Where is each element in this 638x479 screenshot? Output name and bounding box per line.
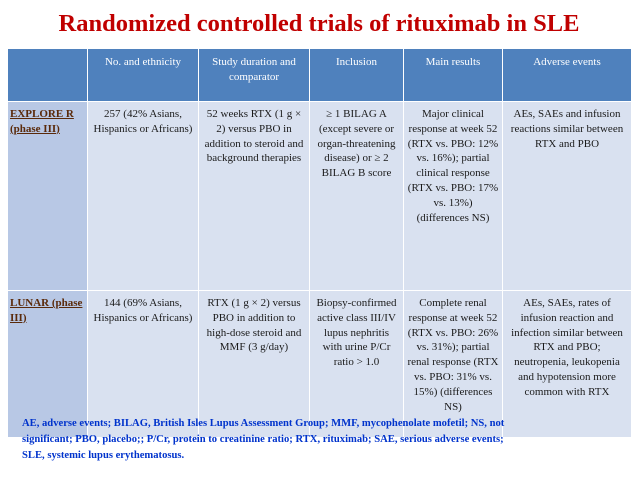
duration-cell: 52 weeks RTX (1 g × 2) versus PBO in add… (198, 101, 310, 291)
trials-table: No. and ethnicity Study duration and com… (7, 48, 632, 438)
adverse-events-cell: AEs, SAEs, rates of infusion reaction an… (502, 290, 632, 438)
ethnicity-cell: 144 (69% Asians, Hispanics or Africans) (87, 290, 199, 438)
table-row: EXPLORE R (phase III) 257 (42% Asians, H… (7, 101, 632, 291)
footnote-line: SLE, systemic lupus erythematosus. (22, 450, 185, 461)
page-title: Randomized controlled trials of rituxima… (58, 10, 580, 37)
footnote-line: AE, adverse events; BILAG, British Isles… (22, 418, 505, 429)
header-trial (7, 48, 88, 102)
header-ethnicity: No. and ethnicity (87, 48, 199, 102)
duration-cell: RTX (1 g × 2) versus PBO in addition to … (198, 290, 310, 438)
table-row: LUNAR (phase III) 144 (69% Asians, Hispa… (7, 290, 632, 438)
header-duration: Study duration and comparator (198, 48, 310, 102)
results-cell: Major clinical response at week 52 (RTX … (403, 101, 503, 291)
abbreviations-footnote: AE, adverse events; BILAG, British Isles… (22, 416, 622, 464)
footnote-line: significant; PBO, placebo;; P/Cr, protei… (22, 434, 504, 445)
trial-name-cell: LUNAR (phase III) (7, 290, 88, 438)
inclusion-cell: ≥ 1 BILAG A (except severe or organ-thre… (309, 101, 404, 291)
adverse-events-cell: AEs, SAEs and infusion reactions similar… (502, 101, 632, 291)
header-results: Main results (403, 48, 503, 102)
header-adverse-events: Adverse events (502, 48, 632, 102)
ethnicity-cell: 257 (42% Asians, Hispanics or Africans) (87, 101, 199, 291)
header-inclusion: Inclusion (309, 48, 404, 102)
table-header-row: No. and ethnicity Study duration and com… (7, 48, 632, 102)
trial-name-cell: EXPLORE R (phase III) (7, 101, 88, 291)
results-cell: Complete renal response at week 52 (RTX … (403, 290, 503, 438)
